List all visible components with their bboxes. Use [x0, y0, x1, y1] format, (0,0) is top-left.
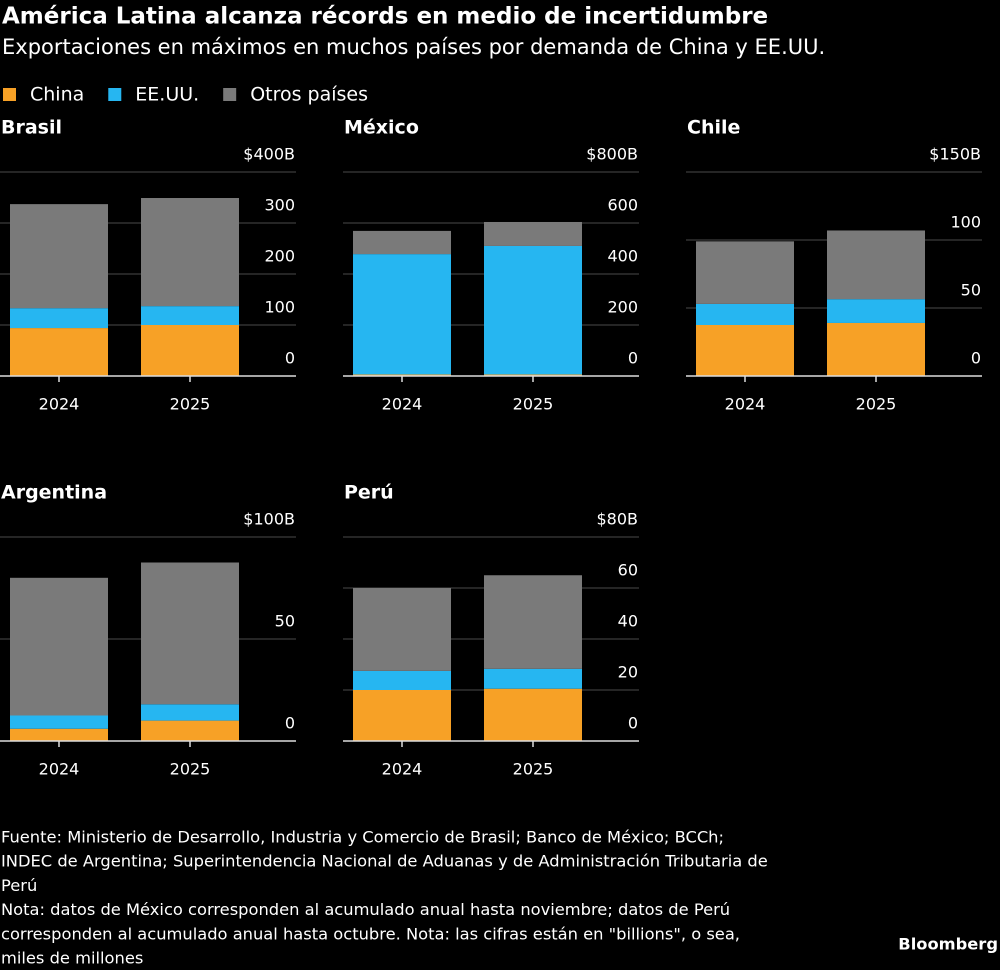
- bar-segment: [353, 254, 451, 375]
- bar-segment: [353, 374, 451, 376]
- y-tick-label: 0: [285, 714, 295, 733]
- source-line: Fuente: Ministerio de Desarrollo, Indust…: [1, 828, 724, 847]
- brand: Bloomberg: [898, 935, 998, 954]
- y-tick-label: $80B: [596, 510, 638, 529]
- y-tick-label: 50: [961, 281, 981, 300]
- bar-segment: [353, 588, 451, 671]
- legend-swatch: [3, 88, 16, 101]
- bar-segment: [10, 204, 108, 309]
- bar-segment: [696, 303, 794, 325]
- y-tick-label: 400: [607, 247, 638, 266]
- panel-title: Chile: [687, 117, 740, 139]
- y-tick-label: 600: [607, 196, 638, 215]
- y-tick-label: 100: [264, 298, 295, 317]
- y-tick-label: $100B: [243, 510, 295, 529]
- x-tick-label: 2025: [856, 395, 897, 414]
- bar-segment: [484, 575, 582, 669]
- panel-title: Argentina: [1, 482, 107, 504]
- bar-segment: [484, 688, 582, 741]
- source-line: Perú: [1, 876, 37, 895]
- bar-segment: [10, 308, 108, 329]
- bar-segment: [827, 230, 925, 300]
- source-line: INDEC de Argentina; Superintendencia Nac…: [1, 852, 768, 871]
- bar-segment: [10, 577, 108, 716]
- chart-title: América Latina alcanza récords en medio …: [2, 4, 768, 30]
- bar-segment: [484, 245, 582, 375]
- y-tick-label: $400B: [243, 145, 295, 164]
- bar-segment: [141, 198, 239, 307]
- bar-segment: [10, 328, 108, 376]
- bar-segment: [141, 306, 239, 325]
- y-tick-label: $150B: [929, 145, 981, 164]
- bar-segment: [141, 325, 239, 376]
- legend-swatch: [223, 88, 237, 101]
- y-tick-label: 0: [628, 714, 638, 733]
- bar-segment: [484, 221, 582, 246]
- bar-segment: [353, 670, 451, 690]
- bar-segment: [353, 690, 451, 741]
- chart-subtitle: Exportaciones en máximos en muchos paíse…: [2, 35, 825, 59]
- x-tick-label: 2025: [170, 395, 211, 414]
- panel-title: México: [344, 117, 419, 139]
- bar-segment: [484, 668, 582, 689]
- y-tick-label: 0: [628, 349, 638, 368]
- legend-label: China: [30, 84, 84, 106]
- y-tick-label: 200: [607, 298, 638, 317]
- y-tick-label: 20: [618, 663, 638, 682]
- x-tick-label: 2024: [382, 760, 423, 779]
- y-tick-label: 300: [264, 196, 295, 215]
- legend-swatch: [108, 88, 122, 101]
- y-tick-label: 0: [285, 349, 295, 368]
- panel-title: Brasil: [1, 117, 62, 139]
- bar-segment: [10, 728, 108, 741]
- bar-segment: [484, 374, 582, 376]
- panel-title: Perú: [344, 482, 394, 504]
- bar-segment: [353, 230, 451, 255]
- note-line: corresponden al acumulado anual hasta oc…: [1, 924, 740, 943]
- bar-segment: [696, 241, 794, 304]
- bar-segment: [827, 322, 925, 376]
- x-tick-label: 2024: [382, 395, 423, 414]
- y-tick-label: $800B: [586, 145, 638, 164]
- y-tick-label: 0: [971, 349, 981, 368]
- bar-segment: [10, 715, 108, 729]
- note-line: Nota: datos de México corresponden al ac…: [1, 900, 730, 919]
- bar-segment: [141, 720, 239, 741]
- y-tick-label: 200: [264, 247, 295, 266]
- x-tick-label: 2024: [39, 395, 80, 414]
- x-tick-label: 2025: [513, 395, 554, 414]
- legend-label: EE.UU.: [135, 84, 199, 106]
- x-tick-label: 2025: [170, 760, 211, 779]
- y-tick-label: 50: [275, 612, 295, 631]
- x-tick-label: 2024: [725, 395, 766, 414]
- bar-segment: [141, 704, 239, 721]
- y-tick-label: 60: [618, 561, 638, 580]
- legend-label: Otros países: [250, 84, 368, 106]
- x-tick-label: 2025: [513, 760, 554, 779]
- y-tick-label: 40: [618, 612, 638, 631]
- y-tick-label: 100: [950, 213, 981, 232]
- bar-segment: [696, 325, 794, 376]
- bar-segment: [827, 299, 925, 323]
- bar-segment: [141, 562, 239, 705]
- x-tick-label: 2024: [39, 760, 80, 779]
- note-line: miles de millones: [1, 949, 143, 968]
